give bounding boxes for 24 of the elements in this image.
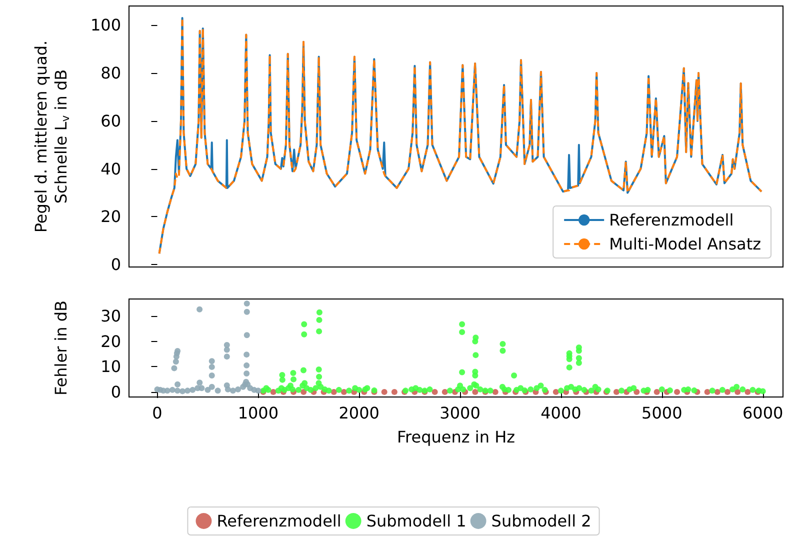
x-tick-label: 5000 xyxy=(642,404,682,422)
x-tick-label: 0 xyxy=(152,404,162,422)
x-axis-title: Frequenz in Hz xyxy=(397,428,515,446)
y-tick-label: 0 xyxy=(110,382,121,402)
x-tick-label: 1000 xyxy=(238,404,279,422)
y-tick-label: 40 xyxy=(100,159,121,178)
legend-label: Submodell 2 xyxy=(491,512,592,530)
x-tick-label: 6000 xyxy=(742,404,784,422)
y-tick-label: 60 xyxy=(100,111,121,130)
x-tick-label: 4000 xyxy=(540,404,582,422)
y-tick-label: 10 xyxy=(100,357,121,376)
legend-label: Multi-Model Ansatz xyxy=(609,234,761,254)
y-axis-title: Fehler in dB xyxy=(52,300,70,396)
y-tick-label: 80 xyxy=(100,64,121,83)
x-tick-label: 2000 xyxy=(338,404,380,422)
legend-label: Referenzmodell xyxy=(216,512,342,530)
y-tick-label: 0 xyxy=(110,255,121,274)
legend-label: Referenzmodell xyxy=(609,210,734,230)
y-tick-label: 100 xyxy=(90,16,121,35)
y-tick-label: 20 xyxy=(100,332,121,351)
legend-label: Submodell 1 xyxy=(366,512,466,530)
y-tick-label: 20 xyxy=(100,207,121,226)
x-tick-label: 3000 xyxy=(440,404,480,422)
y-tick-label: 30 xyxy=(100,306,121,326)
